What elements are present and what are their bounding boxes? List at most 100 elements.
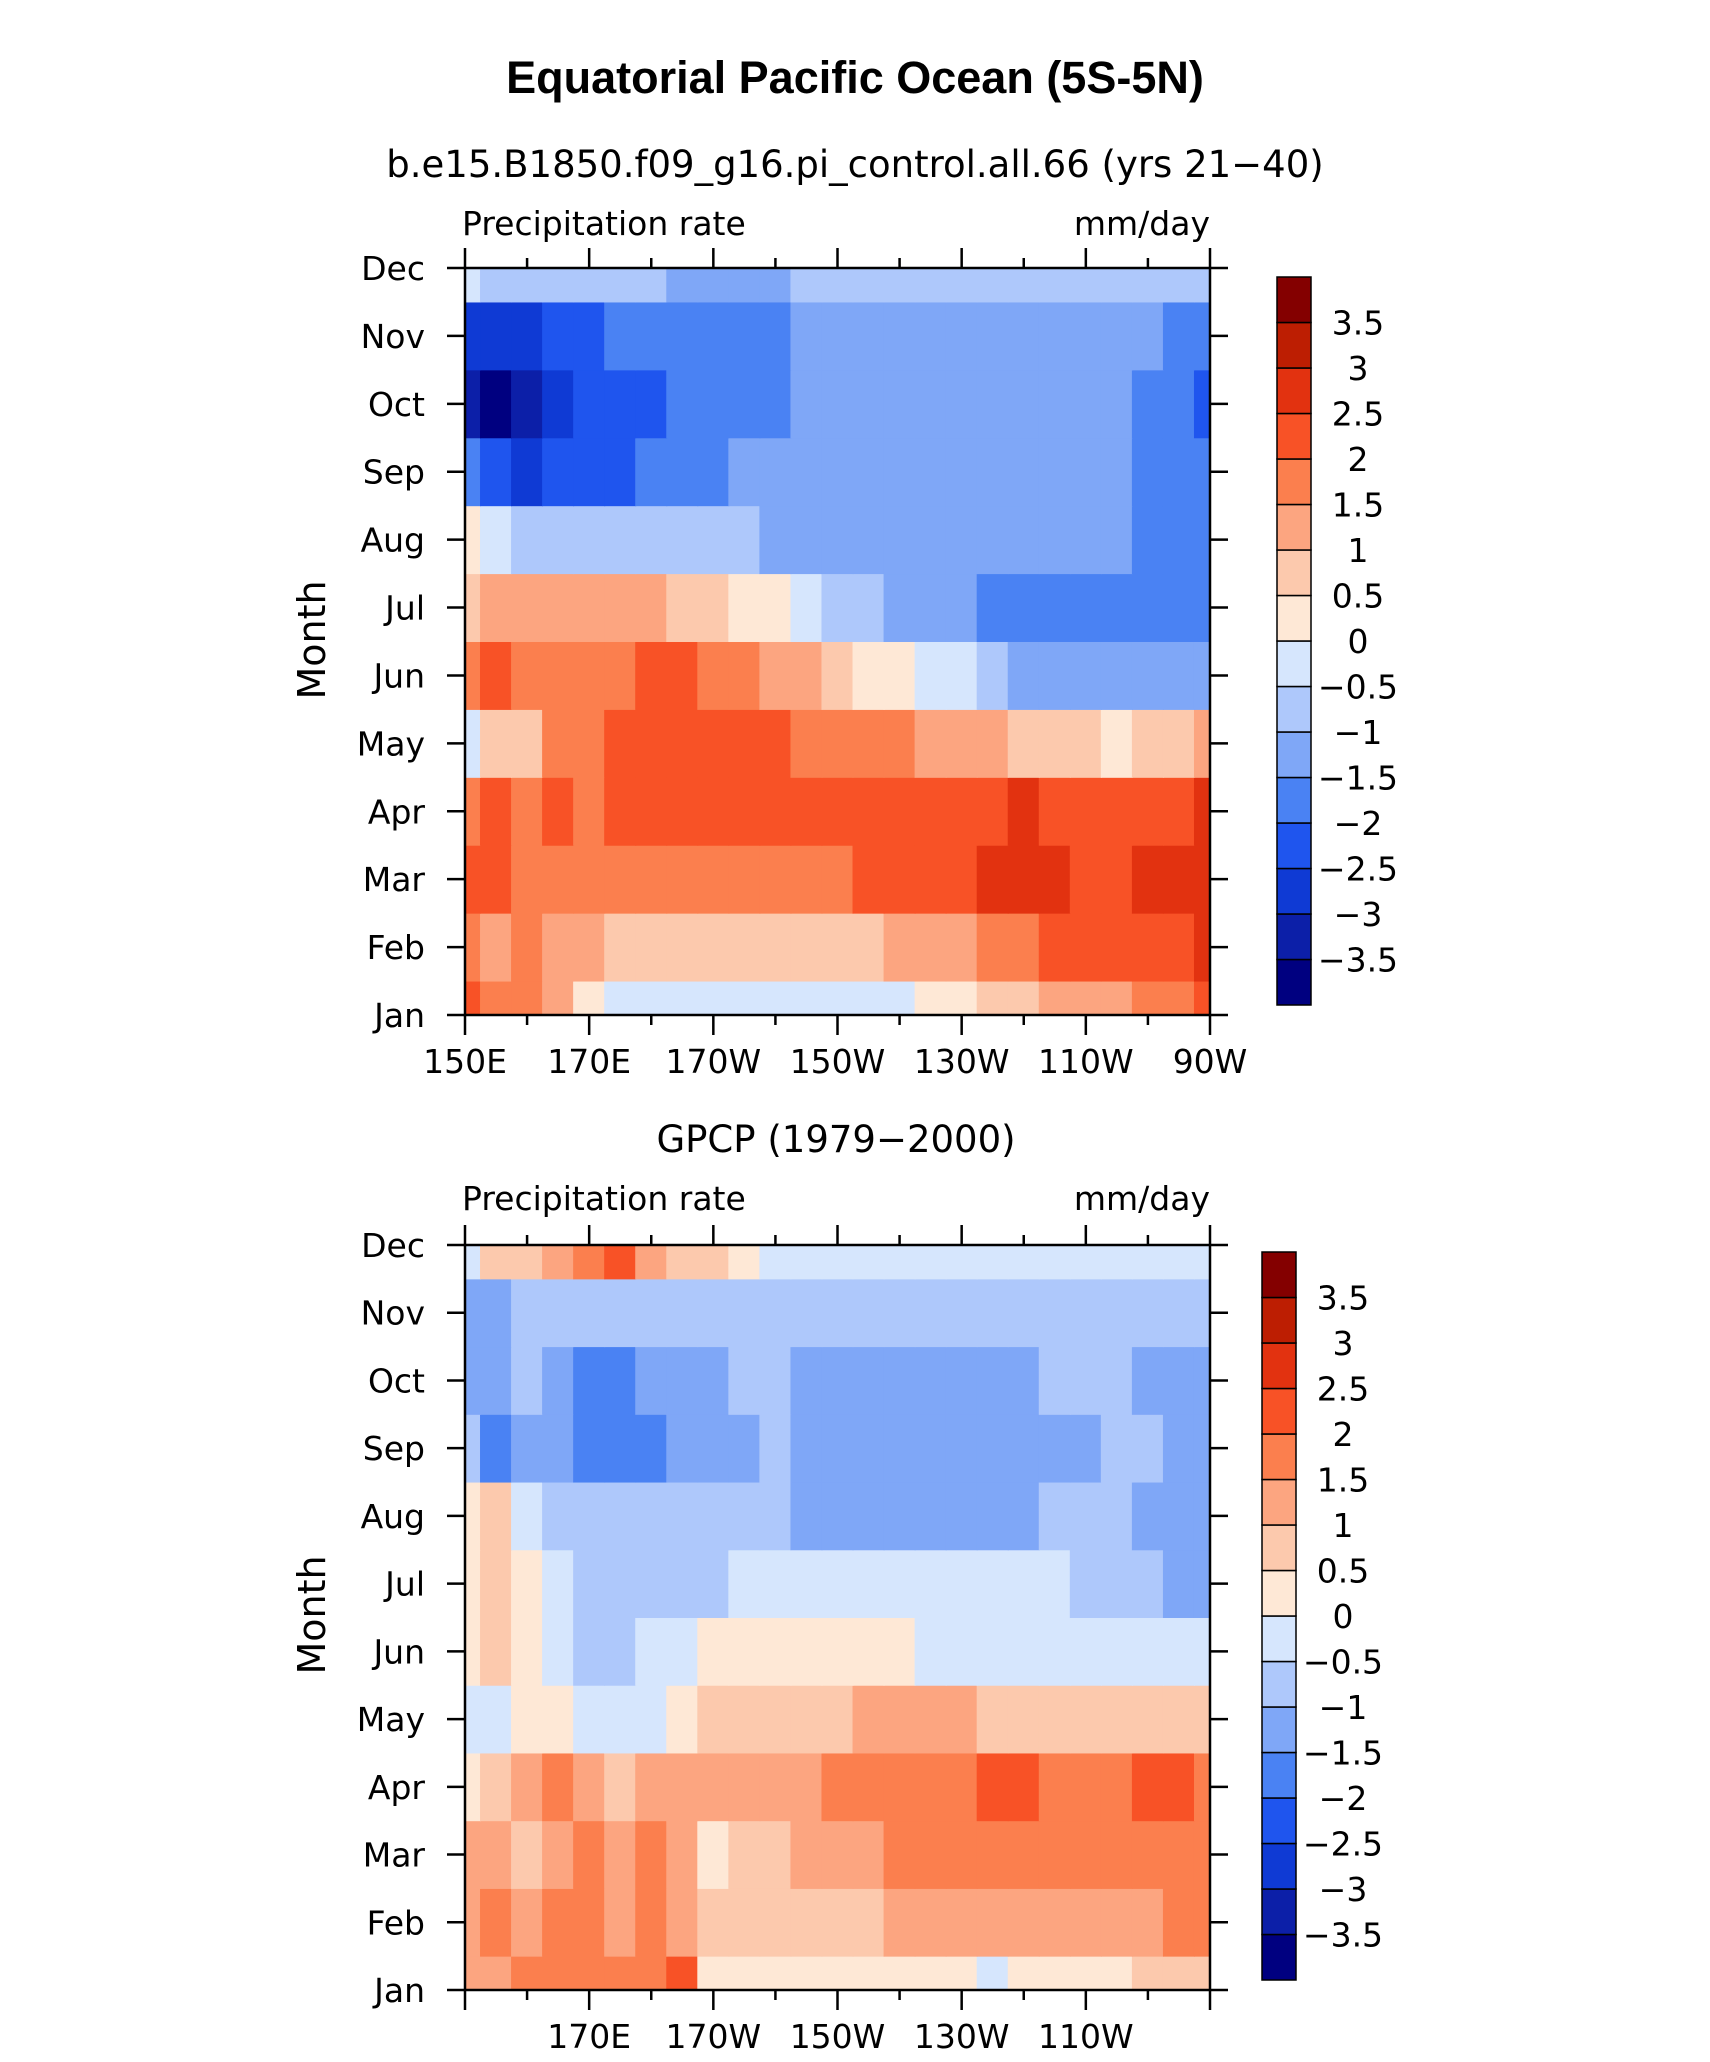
heatmap-cell <box>604 1887 637 1957</box>
y-tick-label: May <box>357 1700 425 1739</box>
heatmap-cell <box>635 980 668 1015</box>
heatmap-cell <box>1007 1820 1040 1889</box>
colorbar-box <box>1276 367 1312 415</box>
heatmap-cell <box>697 301 730 371</box>
heatmap-cell <box>976 980 1009 1015</box>
heatmap-cell <box>1100 980 1133 1015</box>
heatmap-cell <box>759 1346 792 1415</box>
panel-top-plot: Jan Feb Mar Apr May Jun Jul Aug Sep Oct Nov Dec 150E… <box>357 248 1247 1081</box>
heatmap-cell <box>1193 1245 1210 1280</box>
y-tick-label: Feb <box>367 1903 425 1942</box>
heatmap-cell <box>542 844 575 914</box>
colorbar-box <box>1261 1524 1297 1572</box>
heatmap-cell <box>1007 1278 1040 1348</box>
heatmap-cell <box>573 641 606 710</box>
heatmap-cell <box>883 268 916 303</box>
panel-bottom-subtitle: GPCP (1979−2000) <box>656 1118 1015 1161</box>
heatmap-cell <box>1131 708 1164 778</box>
colorbar-box <box>1261 1569 1297 1617</box>
heatmap-cell <box>573 1752 606 1822</box>
heatmap-cell <box>728 1245 761 1280</box>
heatmap-cell <box>1100 573 1133 642</box>
heatmap-cell <box>1038 1752 1071 1822</box>
heatmap-cell <box>480 1617 513 1686</box>
heatmap-cell <box>852 268 885 303</box>
colorbar-label: 3 <box>1348 349 1369 388</box>
heatmap-cell <box>666 980 699 1015</box>
heatmap-cell <box>1162 708 1195 778</box>
heatmap-cell <box>728 1684 761 1754</box>
heatmap-cell <box>511 437 544 507</box>
heatmap-cell <box>1193 437 1210 507</box>
heatmap-cell <box>480 573 513 642</box>
heatmap-cell <box>511 1549 544 1618</box>
colorbar-box <box>1276 685 1312 733</box>
y-tick-label: Dec <box>361 1226 425 1265</box>
heatmap-cell <box>465 1684 482 1754</box>
heatmap-cell <box>1069 1752 1102 1822</box>
colorbar-label: 1 <box>1348 531 1369 570</box>
heatmap-cell <box>511 641 544 710</box>
heatmap-cell <box>883 776 916 846</box>
heatmap-cell <box>1100 1752 1133 1822</box>
heatmap-cell <box>697 641 730 710</box>
heatmap-cell <box>852 505 885 575</box>
heatmap-cell <box>759 1278 792 1348</box>
heatmap-cell <box>465 1278 482 1348</box>
heatmap-cell <box>1007 1955 1040 1990</box>
heatmap-cell <box>1162 912 1195 982</box>
heatmap-cell <box>1100 1684 1133 1754</box>
heatmap-cell <box>1131 268 1164 303</box>
heatmap-cell <box>666 1481 699 1551</box>
heatmap-cell <box>976 641 1009 710</box>
heatmap-cell <box>1193 268 1210 303</box>
heatmap-cell <box>728 776 761 846</box>
heatmap-cell <box>945 1278 978 1348</box>
heatmap-cell <box>1162 1346 1195 1415</box>
heatmap-cell <box>1100 1617 1133 1686</box>
heatmap-cell <box>728 268 761 303</box>
heatmap-cell <box>465 1617 482 1686</box>
colorbar-label: 3 <box>1333 1324 1354 1363</box>
colorbar-label: 0 <box>1333 1597 1354 1636</box>
heatmap-cell <box>1100 1481 1133 1551</box>
heatmap-cell <box>852 1245 885 1280</box>
heatmap-cell <box>914 1549 947 1618</box>
heatmap-cell <box>976 1752 1009 1822</box>
heatmap-cell <box>728 1549 761 1618</box>
heatmap-cell <box>542 1617 575 1686</box>
heatmap-cell <box>852 980 885 1015</box>
heatmap-cell <box>728 708 761 778</box>
colorbar-label: −0.5 <box>1303 1643 1383 1682</box>
heatmap-cell <box>480 1887 513 1957</box>
y-tick-label: May <box>357 724 425 763</box>
heatmap-cell <box>1038 1245 1071 1280</box>
heatmap-cell <box>1007 1684 1040 1754</box>
colorbar-box <box>1261 1660 1297 1708</box>
heatmap-cell <box>465 1245 482 1280</box>
heatmap-cell <box>790 641 823 710</box>
heatmap-cell <box>759 1245 792 1280</box>
heatmap-cell <box>852 1955 885 1990</box>
heatmap-cell <box>666 437 699 507</box>
heatmap-cell <box>635 1684 668 1754</box>
heatmap-cell <box>1038 268 1071 303</box>
heatmap-cell <box>511 776 544 846</box>
heatmap-cell <box>573 369 606 439</box>
heatmap-cell <box>1069 844 1102 914</box>
heatmap-cell <box>697 1346 730 1415</box>
colorbar-label: −3.5 <box>1318 941 1398 980</box>
heatmap-cell <box>1162 1245 1195 1280</box>
heatmap-cell <box>465 641 482 710</box>
heatmap-cell <box>945 980 978 1015</box>
heatmap-cell <box>1193 1617 1210 1686</box>
heatmap-cell <box>697 912 730 982</box>
heatmap-cell <box>1193 1413 1210 1483</box>
heatmap-cell <box>728 1820 761 1889</box>
heatmap-cell <box>852 573 885 642</box>
heatmap-cell <box>821 301 854 371</box>
y-tick-label: Oct <box>368 385 425 424</box>
heatmap-cell <box>542 505 575 575</box>
heatmap-cell <box>821 573 854 642</box>
heatmap-cell <box>1038 369 1071 439</box>
